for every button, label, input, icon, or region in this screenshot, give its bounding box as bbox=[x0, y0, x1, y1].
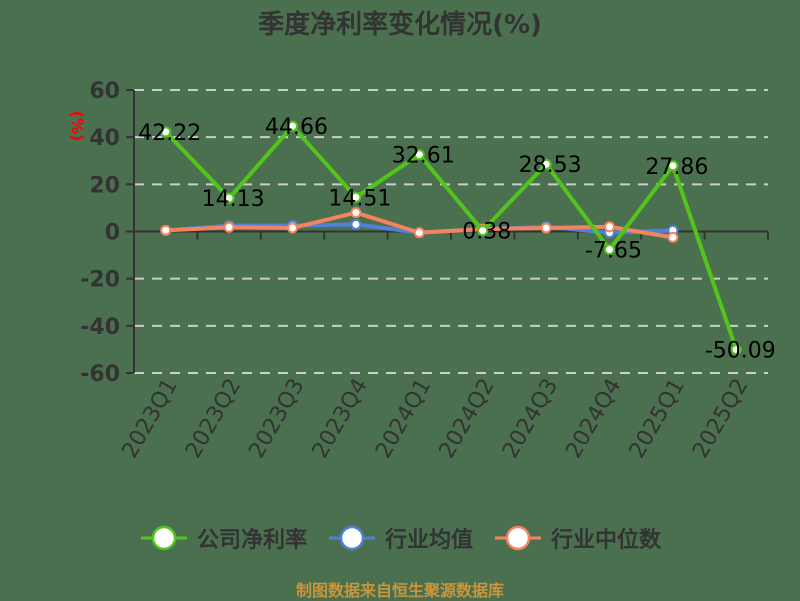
series-line bbox=[164, 124, 739, 351]
x-tick-label: 2023Q1 bbox=[118, 375, 183, 463]
x-tick-label: 2023Q4 bbox=[308, 375, 373, 463]
legend-label: 公司净利率 bbox=[196, 528, 307, 553]
data-label: 42.22 bbox=[138, 121, 201, 146]
data-point[interactable] bbox=[160, 224, 172, 236]
legend-item[interactable]: 行业均值 bbox=[327, 522, 473, 554]
data-point[interactable] bbox=[604, 244, 615, 256]
line-chart: 6040200-20-40-60(%)2023Q12023Q22023Q3202… bbox=[68, 79, 776, 463]
x-tick-label: 2025Q1 bbox=[625, 375, 690, 463]
data-point[interactable] bbox=[287, 222, 298, 234]
data-point[interactable] bbox=[540, 222, 552, 234]
data-point[interactable] bbox=[350, 207, 362, 219]
data-point[interactable] bbox=[730, 344, 742, 356]
legend-item[interactable]: 公司净利率 bbox=[139, 522, 307, 554]
legend-marker-icon bbox=[495, 525, 541, 551]
x-tick-label: 2023Q2 bbox=[181, 375, 246, 463]
data-label: 0.38 bbox=[462, 220, 511, 245]
data-point[interactable] bbox=[223, 192, 235, 204]
chart-title: 季度净利率变化情况(%) bbox=[258, 10, 542, 40]
x-tick-label: 2024Q1 bbox=[371, 375, 436, 463]
data-label: 27.86 bbox=[645, 155, 708, 180]
x-tick-label: 2024Q2 bbox=[435, 375, 500, 463]
data-point[interactable] bbox=[350, 191, 362, 203]
data-point[interactable] bbox=[540, 158, 552, 170]
data-point[interactable] bbox=[287, 120, 298, 132]
data-label: 44.66 bbox=[265, 115, 328, 140]
legend-marker-icon bbox=[140, 525, 187, 551]
y-tick-label: 0 bbox=[105, 221, 120, 246]
y-tick-label: -40 bbox=[80, 315, 120, 340]
x-tick-label: 2024Q4 bbox=[561, 375, 626, 463]
data-label: 14.51 bbox=[328, 186, 391, 211]
y-tick-label: 40 bbox=[89, 126, 120, 151]
data-point[interactable] bbox=[604, 221, 615, 233]
y-tick-label: -20 bbox=[80, 268, 120, 293]
grid-lines bbox=[134, 89, 768, 374]
data-label: 32.61 bbox=[392, 144, 455, 169]
series-lines bbox=[160, 120, 742, 356]
legend-label: 行业均值 bbox=[384, 528, 473, 553]
data-label: -7.65 bbox=[585, 239, 642, 264]
legend-marker-icon bbox=[328, 525, 375, 551]
legend-item[interactable]: 行业中位数 bbox=[493, 522, 661, 554]
x-tick-label: 2024Q3 bbox=[498, 375, 563, 463]
legend: 公司净利率 行业均值 行业中位数 bbox=[0, 522, 800, 554]
y-tick-label: -60 bbox=[80, 362, 120, 387]
y-unit-label: (%) bbox=[68, 111, 87, 142]
data-point[interactable] bbox=[477, 225, 489, 237]
source-footer: 制图数据来自恒生聚源数据库 bbox=[295, 581, 504, 600]
data-point[interactable] bbox=[667, 160, 679, 172]
data-point[interactable] bbox=[413, 149, 425, 161]
data-point[interactable] bbox=[350, 218, 362, 230]
data-point[interactable] bbox=[223, 221, 235, 233]
data-point[interactable] bbox=[413, 227, 425, 239]
data-label: -50.09 bbox=[705, 339, 776, 364]
legend-label: 行业中位数 bbox=[551, 528, 662, 553]
y-tick-label: 60 bbox=[89, 79, 120, 104]
data-label: 14.13 bbox=[202, 187, 265, 212]
x-tick-label: 2025Q2 bbox=[688, 375, 753, 463]
data-label: 28.53 bbox=[519, 153, 582, 178]
y-tick-label: 20 bbox=[89, 173, 120, 198]
data-point[interactable] bbox=[667, 231, 679, 243]
x-tick-label: 2023Q3 bbox=[244, 375, 309, 463]
data-point[interactable] bbox=[160, 126, 172, 138]
